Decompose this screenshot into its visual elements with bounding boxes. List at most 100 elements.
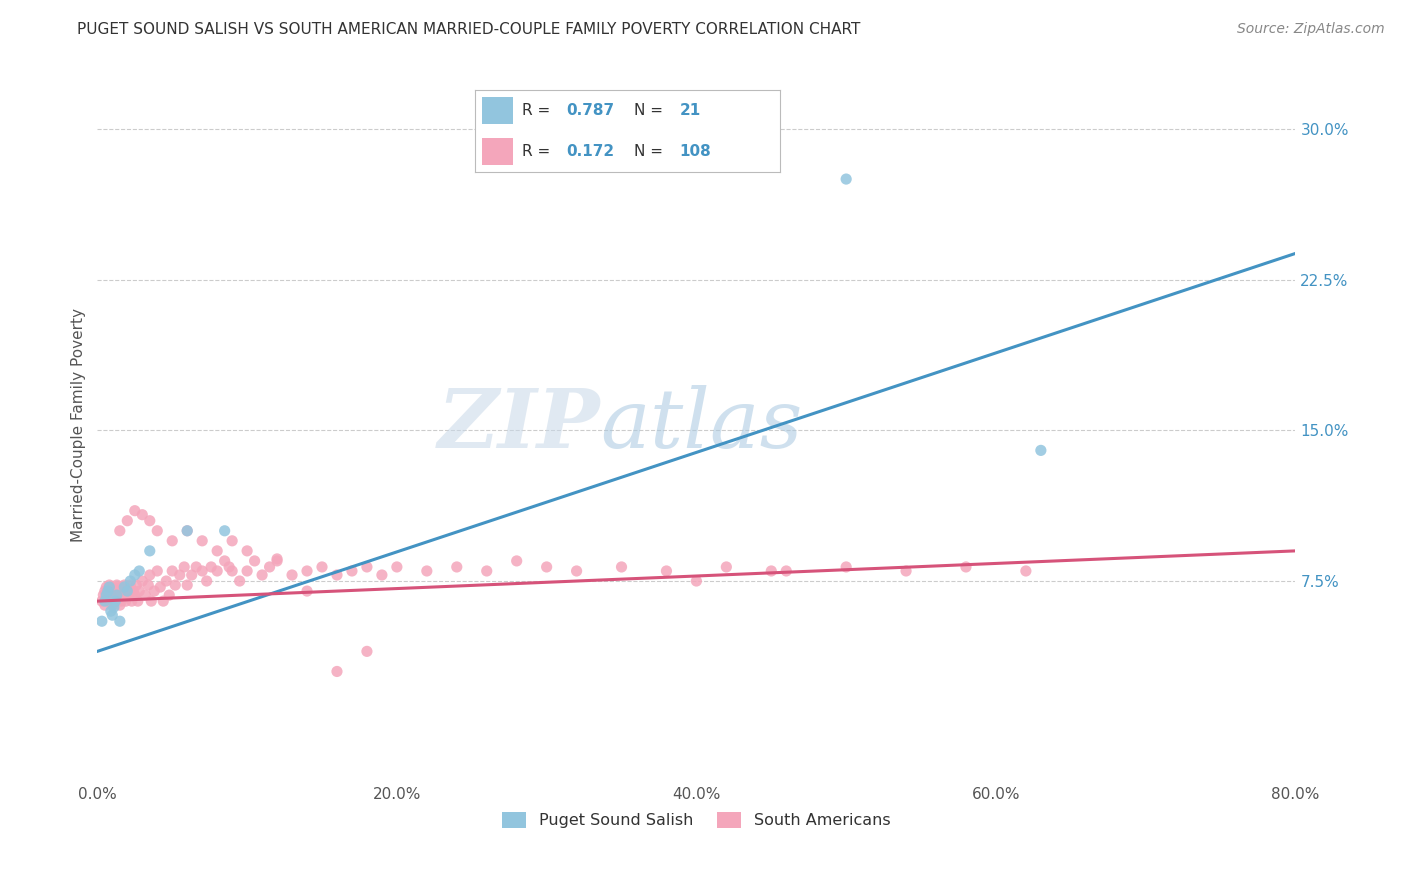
Point	[117, 514, 139, 528]
Point	[122, 584, 145, 599]
Point	[243, 554, 266, 568]
Point	[176, 578, 198, 592]
Point	[96, 590, 118, 604]
Point	[236, 564, 259, 578]
Point	[266, 554, 288, 568]
Point	[152, 594, 174, 608]
Point	[118, 588, 141, 602]
Point	[218, 560, 240, 574]
Point	[205, 564, 228, 578]
Point	[1029, 443, 1052, 458]
Point	[186, 560, 208, 574]
Point	[103, 590, 125, 604]
Point	[281, 568, 304, 582]
Point	[104, 594, 127, 608]
Point	[105, 578, 128, 592]
Point	[98, 588, 121, 602]
Point	[117, 584, 139, 599]
Point	[385, 560, 408, 574]
Point	[112, 588, 135, 602]
Point	[169, 568, 191, 582]
Point	[228, 574, 250, 588]
Point	[110, 594, 132, 608]
Point	[108, 614, 131, 628]
Point	[326, 665, 349, 679]
Point	[124, 588, 146, 602]
Point	[340, 564, 363, 578]
Point	[139, 568, 162, 582]
Text: PUGET SOUND SALISH VS SOUTH AMERICAN MARRIED-COUPLE FAMILY POVERTY CORRELATION C: PUGET SOUND SALISH VS SOUTH AMERICAN MAR…	[77, 22, 860, 37]
Point	[108, 580, 131, 594]
Point	[96, 588, 118, 602]
Point	[214, 554, 236, 568]
Point	[371, 568, 394, 582]
Point	[112, 578, 135, 592]
Point	[124, 568, 146, 582]
Point	[121, 594, 143, 608]
Point	[165, 578, 187, 592]
Point	[894, 564, 917, 578]
Point	[155, 574, 177, 588]
Point	[685, 574, 707, 588]
Point	[775, 564, 797, 578]
Point	[295, 584, 318, 599]
Point	[176, 524, 198, 538]
Point	[131, 574, 153, 588]
Point	[90, 594, 112, 608]
Point	[446, 560, 468, 574]
Point	[111, 584, 134, 599]
Point	[120, 578, 142, 592]
Point	[610, 560, 633, 574]
Point	[90, 614, 112, 628]
Point	[475, 564, 498, 578]
Point	[103, 580, 125, 594]
Point	[139, 544, 162, 558]
Point	[98, 578, 121, 592]
Point	[311, 560, 333, 574]
Point	[128, 564, 150, 578]
Point	[100, 594, 122, 608]
Point	[143, 584, 166, 599]
Point	[128, 584, 150, 599]
Point	[955, 560, 977, 574]
Point	[125, 578, 148, 592]
Point	[180, 568, 202, 582]
Point	[98, 580, 121, 594]
Point	[326, 568, 349, 582]
Text: atlas: atlas	[600, 385, 803, 466]
Point	[205, 544, 228, 558]
Point	[835, 172, 858, 186]
Point	[124, 504, 146, 518]
Point	[149, 580, 172, 594]
Point	[97, 584, 120, 599]
Point	[356, 560, 378, 574]
Point	[101, 588, 124, 602]
Point	[259, 560, 281, 574]
Point	[1015, 564, 1038, 578]
Point	[104, 584, 127, 599]
Point	[117, 584, 139, 599]
Point	[101, 598, 124, 612]
Point	[716, 560, 738, 574]
Point	[655, 564, 678, 578]
Point	[266, 552, 288, 566]
Point	[214, 524, 236, 538]
Point	[191, 564, 214, 578]
Point	[160, 564, 183, 578]
Point	[505, 554, 527, 568]
Point	[195, 574, 218, 588]
Point	[157, 588, 180, 602]
Point	[105, 588, 128, 602]
Point	[131, 508, 153, 522]
Point	[134, 588, 156, 602]
Text: ZIP: ZIP	[437, 385, 600, 466]
Point	[146, 524, 169, 538]
Point	[105, 588, 128, 602]
Point	[97, 584, 120, 599]
Point	[94, 598, 117, 612]
Point	[250, 568, 273, 582]
Point	[94, 594, 117, 608]
Point	[103, 600, 125, 615]
Point	[101, 608, 124, 623]
Point	[94, 584, 117, 599]
